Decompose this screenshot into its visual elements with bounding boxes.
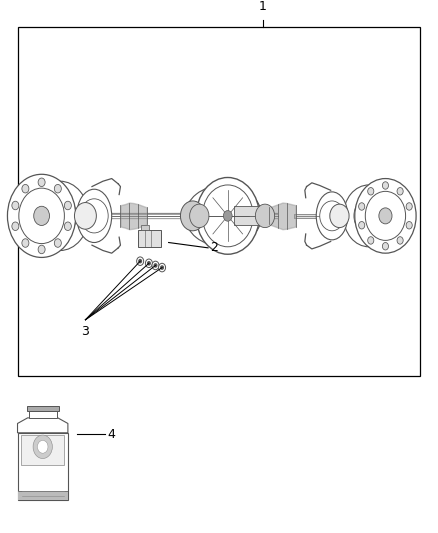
Circle shape xyxy=(12,222,19,230)
Ellipse shape xyxy=(77,189,112,243)
Circle shape xyxy=(223,211,232,221)
Circle shape xyxy=(33,435,52,458)
Bar xyxy=(27,406,59,411)
Ellipse shape xyxy=(316,192,348,240)
Circle shape xyxy=(139,260,141,263)
Circle shape xyxy=(80,199,108,233)
Circle shape xyxy=(145,259,152,268)
Circle shape xyxy=(152,261,159,270)
Circle shape xyxy=(397,237,403,244)
Circle shape xyxy=(37,440,48,453)
Circle shape xyxy=(367,237,374,244)
Bar xyxy=(234,206,263,225)
Circle shape xyxy=(379,208,392,224)
Bar xyxy=(28,411,57,418)
Circle shape xyxy=(354,198,384,234)
Text: 3: 3 xyxy=(81,325,89,338)
Circle shape xyxy=(74,203,96,229)
Circle shape xyxy=(382,243,389,250)
Text: 4: 4 xyxy=(107,428,115,441)
Circle shape xyxy=(330,204,349,228)
Circle shape xyxy=(397,188,403,195)
Circle shape xyxy=(343,185,394,247)
Circle shape xyxy=(367,188,374,195)
Circle shape xyxy=(32,181,88,251)
Circle shape xyxy=(22,184,29,193)
Circle shape xyxy=(196,177,259,254)
Circle shape xyxy=(180,201,205,231)
Circle shape xyxy=(255,204,275,228)
Bar xyxy=(18,433,68,500)
Bar xyxy=(141,225,149,230)
Circle shape xyxy=(406,203,412,210)
Circle shape xyxy=(359,222,365,229)
Circle shape xyxy=(355,179,416,253)
Circle shape xyxy=(202,185,253,247)
Circle shape xyxy=(64,201,71,210)
Text: 1: 1 xyxy=(259,1,267,13)
Bar xyxy=(18,490,68,500)
Circle shape xyxy=(64,222,71,230)
Polygon shape xyxy=(18,418,68,433)
Circle shape xyxy=(359,203,365,210)
Bar xyxy=(18,27,420,376)
Ellipse shape xyxy=(185,185,261,246)
Circle shape xyxy=(406,222,412,229)
Circle shape xyxy=(22,239,29,247)
Circle shape xyxy=(137,257,144,265)
Circle shape xyxy=(43,196,77,236)
Text: 2: 2 xyxy=(210,241,218,254)
Circle shape xyxy=(382,182,389,189)
Circle shape xyxy=(161,266,163,269)
Circle shape xyxy=(365,191,406,240)
Bar xyxy=(21,435,64,464)
Circle shape xyxy=(148,262,150,265)
Circle shape xyxy=(154,264,157,267)
Circle shape xyxy=(54,184,61,193)
Circle shape xyxy=(38,245,45,254)
Circle shape xyxy=(54,239,61,247)
Circle shape xyxy=(320,201,344,231)
Circle shape xyxy=(7,174,76,257)
Circle shape xyxy=(19,188,64,244)
Circle shape xyxy=(38,178,45,187)
Circle shape xyxy=(190,204,209,228)
Circle shape xyxy=(12,201,19,210)
Circle shape xyxy=(159,263,166,272)
Bar xyxy=(138,230,161,247)
Circle shape xyxy=(34,206,49,225)
